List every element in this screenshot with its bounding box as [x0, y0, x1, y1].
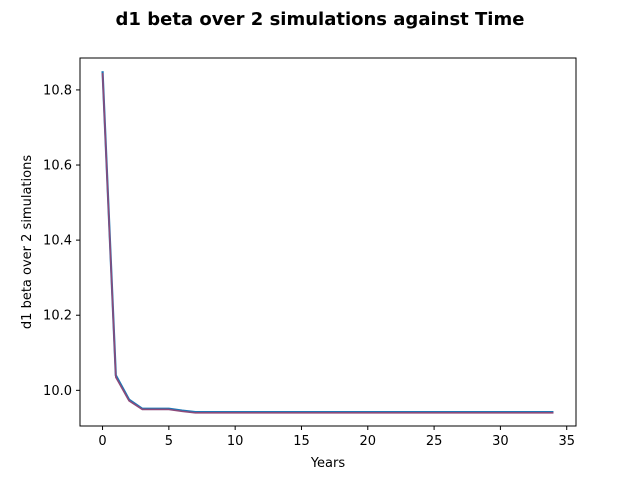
y-tick-label: 10.8 — [43, 83, 72, 98]
x-axis-label: Years — [310, 456, 346, 471]
y-tick-label: 10.4 — [43, 234, 72, 249]
x-axis: 0 5 10 15 20 25 30 35 — [98, 426, 575, 449]
x-tick-label: 30 — [492, 434, 509, 449]
x-tick-label: 10 — [227, 434, 244, 449]
series-line-2 — [101, 72, 554, 414]
x-tick-label: 5 — [165, 434, 173, 449]
y-axis-label: d1 beta over 2 simulations — [20, 155, 35, 329]
x-tick-label: 15 — [293, 434, 310, 449]
y-tick-label: 10.2 — [43, 309, 72, 324]
x-tick-label: 0 — [98, 434, 106, 449]
x-tick-label: 25 — [426, 434, 443, 449]
series-line-1 — [101, 71, 554, 414]
y-axis: 10.0 10.2 10.4 10.6 10.8 — [43, 83, 80, 399]
y-tick-label: 10.6 — [43, 159, 72, 174]
series-layer — [101, 71, 554, 414]
x-tick-label: 35 — [558, 434, 575, 449]
plot-area — [79, 57, 577, 427]
chart-title: d1 beta over 2 simulations against Time — [116, 9, 525, 30]
y-tick-label: 10.0 — [43, 384, 72, 399]
x-tick-label: 20 — [360, 434, 377, 449]
